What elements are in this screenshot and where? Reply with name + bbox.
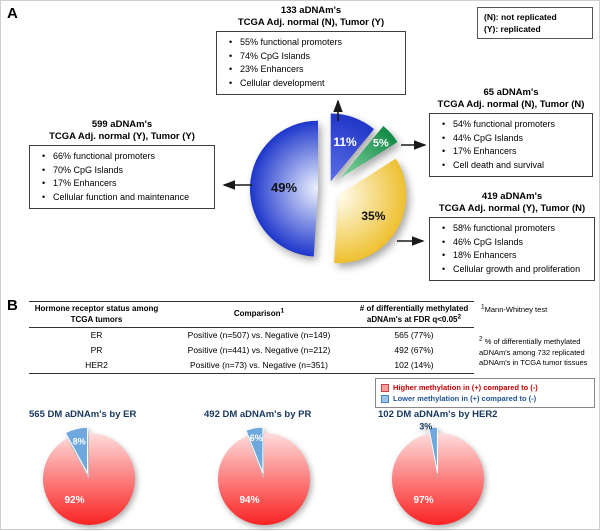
annotation-subtitle: TCGA Adj. normal (Y), Tumor (Y) [49, 131, 195, 142]
header-dm-count-sup: 2 [457, 312, 462, 320]
annotation-count: 133 aDNAm's [280, 5, 342, 16]
header-comparison-sup: 1 [280, 307, 285, 315]
cell-receptor: PR [90, 345, 103, 355]
bullet-item: Cellular function and maintenance [33, 191, 211, 205]
annotation-419-box: 58% functional promoters 46% CpG Islands… [429, 217, 595, 281]
bullet-item: 74% CpG Islands [220, 50, 402, 64]
cell-result: 102 (14%) [394, 360, 434, 370]
pie-slice [249, 120, 318, 257]
er-pie-chart: 8% 92% [43, 426, 136, 525]
bullet-item: 17% Enhancers [433, 145, 589, 159]
table-header-row: Hormone receptor status among TCGA tumor… [29, 301, 474, 328]
legend-item-higher: Higher methylation in (+) compared to (-… [381, 382, 589, 393]
bullet-item: Cellular development [220, 77, 402, 91]
bullet-item: Cellular growth and proliferation [433, 263, 591, 277]
pie-slice [340, 126, 398, 179]
pie-slice [334, 158, 407, 264]
header-comparison: Comparison1 [233, 307, 285, 319]
cell-result: 492 (67%) [394, 345, 434, 355]
bullet-item: 44% CpG Islands [433, 132, 589, 146]
annotation-count: 65 aDNAm's [483, 87, 539, 98]
footnote-2-sup: 2 [479, 335, 483, 343]
pie-slice [43, 433, 136, 525]
dm-comparison-table: Hormone receptor status among TCGA tumor… [29, 301, 474, 374]
cell-result: 565 (77%) [394, 330, 434, 340]
cell-comparison: Positive (n=73) vs. Negative (n=351) [190, 360, 328, 370]
legend-line-n: (N): not replicated [484, 12, 557, 22]
footnote-1: 1Mann-Whitney test [481, 303, 548, 314]
pie-slice-label: 3% [419, 421, 432, 431]
pie-slice-label: 97% [413, 495, 433, 506]
footnote-1-sup: 1 [481, 303, 485, 311]
annotation-133-title: 133 aDNAm's TCGA Adj. normal (N), Tumor … [216, 5, 406, 29]
annotation-65-title: 65 aDNAm's TCGA Adj. normal (N), Tumor (… [429, 87, 593, 111]
pie-slice-label: 92% [64, 495, 84, 506]
bullet-item: 54% functional promoters [433, 118, 589, 132]
replication-legend: (N): not replicated (Y): replicated [477, 7, 593, 39]
pie-slice [218, 433, 311, 525]
annotation-subtitle: TCGA Adj. normal (N), Tumor (N) [437, 99, 585, 110]
annotation-count: 419 aDNAm's [481, 191, 543, 202]
cell-comparison: Positive (n=507) vs. Negative (n=149) [187, 330, 331, 340]
higher-methylation-swatch [381, 383, 389, 392]
annotation-65: 65 aDNAm's TCGA Adj. normal (N), Tumor (… [429, 87, 593, 177]
bullet-item: 18% Enhancers [433, 249, 591, 263]
footnote-2: 2 % of differentially methylated aDNAm's… [479, 335, 588, 367]
pie-slice-label: 94% [239, 495, 259, 506]
cell-comparison: Positive (n=441) vs. Negative (n=212) [187, 345, 331, 355]
cell-receptor: ER [90, 330, 103, 340]
bullet-item: 66% functional promoters [33, 150, 211, 164]
pie-slice [64, 426, 89, 474]
pie-slice-label: 8% [73, 436, 86, 446]
annotation-133: 133 aDNAm's TCGA Adj. normal (N), Tumor … [216, 5, 406, 95]
bullet-item: 46% CpG Islands [433, 236, 591, 250]
annotation-419-title: 419 aDNAm's TCGA Adj. normal (Y), Tumor … [429, 191, 595, 215]
header-dm-count: # of differentially methylated aDNAm's a… [359, 304, 469, 324]
pie-slice-label: 35% [361, 209, 385, 223]
annotation-133-box: 55% functional promoters 74% CpG Islands… [216, 31, 406, 95]
replication-pie-chart: 11% 5% 35% 49% [249, 113, 407, 264]
table-row: PR Positive (n=441) vs. Negative (n=212)… [29, 343, 474, 358]
pie-title-er: 565 DM aDNAm's by ER [29, 409, 137, 420]
cell-receptor: HER2 [85, 360, 108, 370]
pr-pie-chart: 6% 94% [218, 426, 311, 525]
annotation-subtitle: TCGA Adj. normal (Y), Tumor (N) [438, 203, 586, 214]
pie-slice-label: 6% [250, 433, 263, 443]
pie-title-her2: 102 DM aDNAm's by HER2 [378, 409, 498, 420]
bullet-item: 70% CpG Islands [33, 164, 211, 178]
pie-slice [428, 426, 438, 474]
bullet-item: Cell death and survival [433, 159, 589, 173]
bullet-item: 17% Enhancers [33, 177, 211, 191]
bullet-item: 55% functional promoters [220, 36, 402, 50]
annotation-599: 599 aDNAm's TCGA Adj. normal (Y), Tumor … [29, 119, 215, 209]
pie-slice-label: 49% [271, 180, 297, 195]
methylation-legend: Higher methylation in (+) compared to (-… [375, 378, 595, 408]
pie-slice [330, 113, 375, 182]
annotation-419: 419 aDNAm's TCGA Adj. normal (Y), Tumor … [429, 191, 595, 281]
annotation-599-box: 66% functional promoters 70% CpG Islands… [29, 145, 215, 209]
pie-slice-label: 11% [333, 135, 357, 149]
annotation-subtitle: TCGA Adj. normal (N), Tumor (Y) [237, 17, 385, 28]
pie-slice-label: 5% [373, 137, 389, 149]
table-row: ER Positive (n=507) vs. Negative (n=149)… [29, 328, 474, 343]
pie-slice [391, 433, 484, 525]
her2-pie-chart: 3% 97% [391, 421, 484, 525]
annotation-count: 599 aDNAm's [91, 119, 153, 130]
table-row: HER2 Positive (n=73) vs. Negative (n=351… [29, 358, 474, 374]
lower-methylation-swatch [381, 394, 389, 403]
pie-slice [245, 426, 264, 474]
bullet-item: 23% Enhancers [220, 63, 402, 77]
legend-item-lower: Lower methylation in (+) compared to (-) [381, 393, 589, 404]
annotation-65-box: 54% functional promoters 44% CpG Islands… [429, 113, 593, 177]
bullet-item: 58% functional promoters [433, 222, 591, 236]
legend-line-y: (Y): replicated [484, 24, 541, 34]
header-receptor-status: Hormone receptor status among TCGA tumor… [34, 304, 159, 324]
annotation-599-title: 599 aDNAm's TCGA Adj. normal (Y), Tumor … [29, 119, 215, 143]
pie-title-pr: 492 DM aDNAm's by PR [204, 409, 312, 420]
panel-a-label: A [7, 5, 18, 22]
panel-b-label: B [7, 297, 18, 314]
